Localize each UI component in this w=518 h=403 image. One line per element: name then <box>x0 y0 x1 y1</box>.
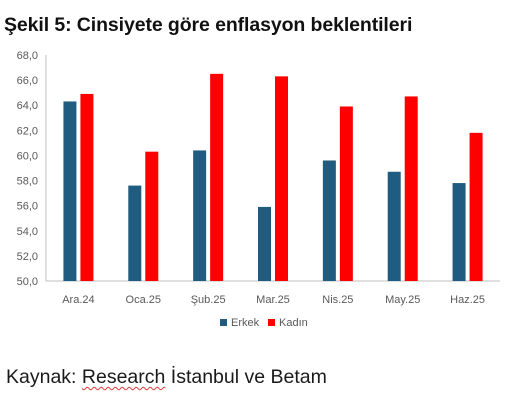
bar-erkek-4 <box>322 160 336 281</box>
bar-kadın-2 <box>210 73 224 281</box>
legend-swatch-erkek <box>220 319 227 326</box>
y-tick-label: 60,0 <box>17 150 38 162</box>
y-tick-label: 54,0 <box>17 226 38 238</box>
bar-kadın-0 <box>80 93 94 281</box>
source-suffix: İstanbul ve Betam <box>165 366 327 388</box>
legend-swatch-kadın <box>268 319 275 326</box>
y-tick-label: 66,0 <box>17 75 38 87</box>
y-tick-label: 64,0 <box>17 100 38 112</box>
legend: Erkek Kadın <box>220 317 308 329</box>
bar-erkek-5 <box>387 171 401 281</box>
chart-title: Şekil 5: Cinsiyete göre enflasyon beklen… <box>4 14 413 36</box>
y-tick-label: 58,0 <box>17 176 38 188</box>
x-tick-label: Haz.25 <box>450 294 485 306</box>
source-note: Kaynak: Research İstanbul ve Betam <box>6 366 327 389</box>
y-tick-label: 62,0 <box>17 125 38 137</box>
bar-kadın-5 <box>404 96 418 281</box>
x-tick-label: Mar.25 <box>256 294 290 306</box>
y-tick-label: 68,0 <box>17 50 38 62</box>
x-tick-label: Oca.25 <box>126 294 161 306</box>
x-tick-label: Ara.24 <box>62 294 94 306</box>
x-tick-labels: Ara.24 Oca.25 Şub.25 Mar.25 Nis.25 May.25 Haz.… <box>62 294 485 306</box>
source-org: Research <box>81 366 166 388</box>
y-tick-labels: 50,0 52,0 54,0 56,0 58,0 60,0 62,0 64,0 66,0 68,0 <box>17 50 38 288</box>
source-prefix: Kaynak: <box>6 366 82 388</box>
x-tick-label: Nis.25 <box>322 294 353 306</box>
legend-label-kadın: Kadın <box>279 317 308 329</box>
y-tick-label: 52,0 <box>17 251 38 263</box>
legend-label-erkek: Erkek <box>231 317 260 329</box>
bar-erkek-3 <box>258 206 271 281</box>
bar-kadın-3 <box>275 76 288 281</box>
bar-kadın-1 <box>145 151 159 281</box>
y-tick-label: 56,0 <box>17 201 38 213</box>
bar-erkek-1 <box>128 185 142 281</box>
bar-erkek-2 <box>193 150 207 281</box>
bar-kadın-4 <box>339 106 353 281</box>
bar-erkek-0 <box>63 101 77 281</box>
y-tick-label: 50,0 <box>17 276 38 288</box>
bars <box>63 73 483 281</box>
x-tick-label: May.25 <box>385 294 420 306</box>
bar-erkek-6 <box>452 183 466 281</box>
bar-chart: 50,0 52,0 54,0 56,0 58,0 60,0 62,0 64,0 66,0 68,0… <box>17 50 500 329</box>
x-tick-label: Şub.25 <box>191 294 226 306</box>
bar-kadın-6 <box>469 132 483 281</box>
